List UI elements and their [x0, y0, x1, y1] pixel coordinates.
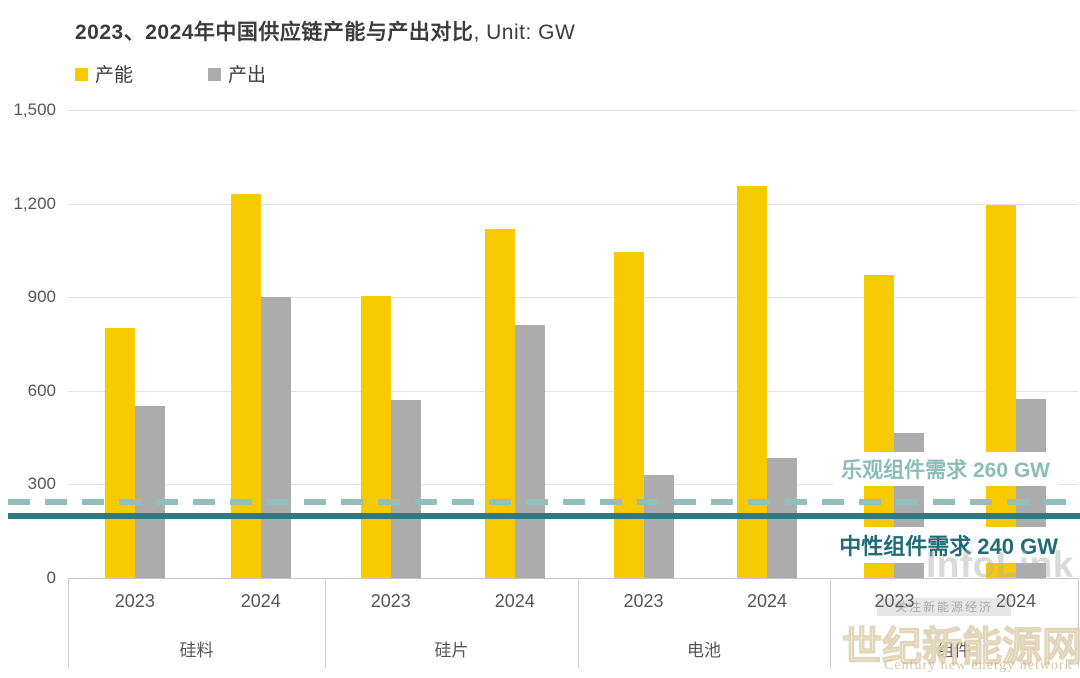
bar-capacity-2024	[484, 228, 515, 578]
gridline-900	[68, 297, 1078, 299]
site-watermark-cn: 世纪新能源网	[841, 624, 1080, 669]
bar-output-2023	[643, 475, 674, 578]
x-axis-year-label: 2023	[874, 591, 915, 611]
legend-label-output: 产出	[228, 65, 267, 86]
optimistic-demand-label: 乐观组件需求 260 GW	[833, 452, 1058, 486]
x-axis-year-label: 2024	[494, 591, 535, 611]
y-axis-tick-label: 0	[46, 568, 56, 587]
chart-title-unit: , Unit: GW	[473, 21, 576, 44]
x-axis-year-label: 2023	[623, 591, 664, 611]
y-axis-tick-label: 1,500	[13, 100, 56, 119]
neutral-demand-label: 中性组件需求 240 GW	[831, 527, 1066, 563]
gridline-300	[68, 484, 1078, 486]
legend-label-capacity: 产能	[95, 65, 134, 86]
optimistic-demand-line	[8, 499, 1080, 505]
x-axis-separator-4	[1078, 578, 1079, 668]
bar-capacity-2024	[986, 205, 1016, 578]
x-axis-separator-0	[68, 578, 69, 668]
output-swatch-icon	[208, 68, 221, 81]
x-axis-separator-1	[325, 578, 326, 668]
y-axis-tick-label: 300	[27, 474, 56, 494]
gridline-1,500	[68, 110, 1078, 111]
gridline-600	[68, 390, 1078, 392]
x-axis-group-label-1: 硅料	[179, 641, 214, 660]
x-axis-year-label: 2023	[370, 591, 411, 611]
bar-capacity-2023	[104, 328, 135, 578]
x-axis-year-label: 2023	[114, 591, 155, 611]
y-axis-tick-label: 1,200	[13, 193, 56, 213]
gridline-1,200	[68, 203, 1078, 205]
plot-area	[68, 110, 1078, 579]
neutral-demand-line	[8, 513, 1080, 519]
x-axis-group-label-3: 电池	[687, 641, 721, 660]
chart-title-main: 2023、2024年中国供应链产能与产出对比	[75, 21, 474, 44]
bar-output-2024	[514, 325, 545, 578]
bar-output-2023	[390, 400, 421, 578]
bar-capacity-2024	[737, 186, 767, 578]
bar-output-2023	[134, 406, 165, 578]
chart-title: 2023、2024年中国供应链产能与产出对比, Unit: GW	[75, 16, 575, 46]
x-axis-year-label: 2024	[995, 591, 1037, 611]
bar-capacity-2024	[230, 194, 261, 578]
x-axis-year-label: 2024	[240, 591, 281, 611]
x-axis-year-label: 2024	[746, 591, 788, 611]
infolink-watermark: InfoLink	[926, 544, 1074, 585]
bar-capacity-2023	[360, 295, 391, 578]
x-axis-separator-3	[830, 578, 831, 668]
x-axis-group-label-4: 组件	[937, 641, 971, 660]
gridline-0	[68, 578, 1078, 579]
bar-capacity-2023	[613, 251, 644, 578]
x-axis-separator-2	[578, 578, 579, 668]
legend-item-output: 产出	[208, 66, 266, 86]
y-axis-tick-label: 900	[27, 287, 56, 307]
bar-output-2024	[260, 297, 291, 578]
legend-item-capacity: 产能	[75, 66, 133, 86]
y-axis-tick-label: 600	[27, 380, 56, 400]
watermark-ribbon: 关注新能源经济	[877, 598, 1011, 616]
x-axis-group-label-2: 硅片	[434, 641, 469, 660]
site-watermark-en: Century new energy network	[884, 658, 1073, 673]
capacity-swatch-icon	[75, 68, 88, 81]
